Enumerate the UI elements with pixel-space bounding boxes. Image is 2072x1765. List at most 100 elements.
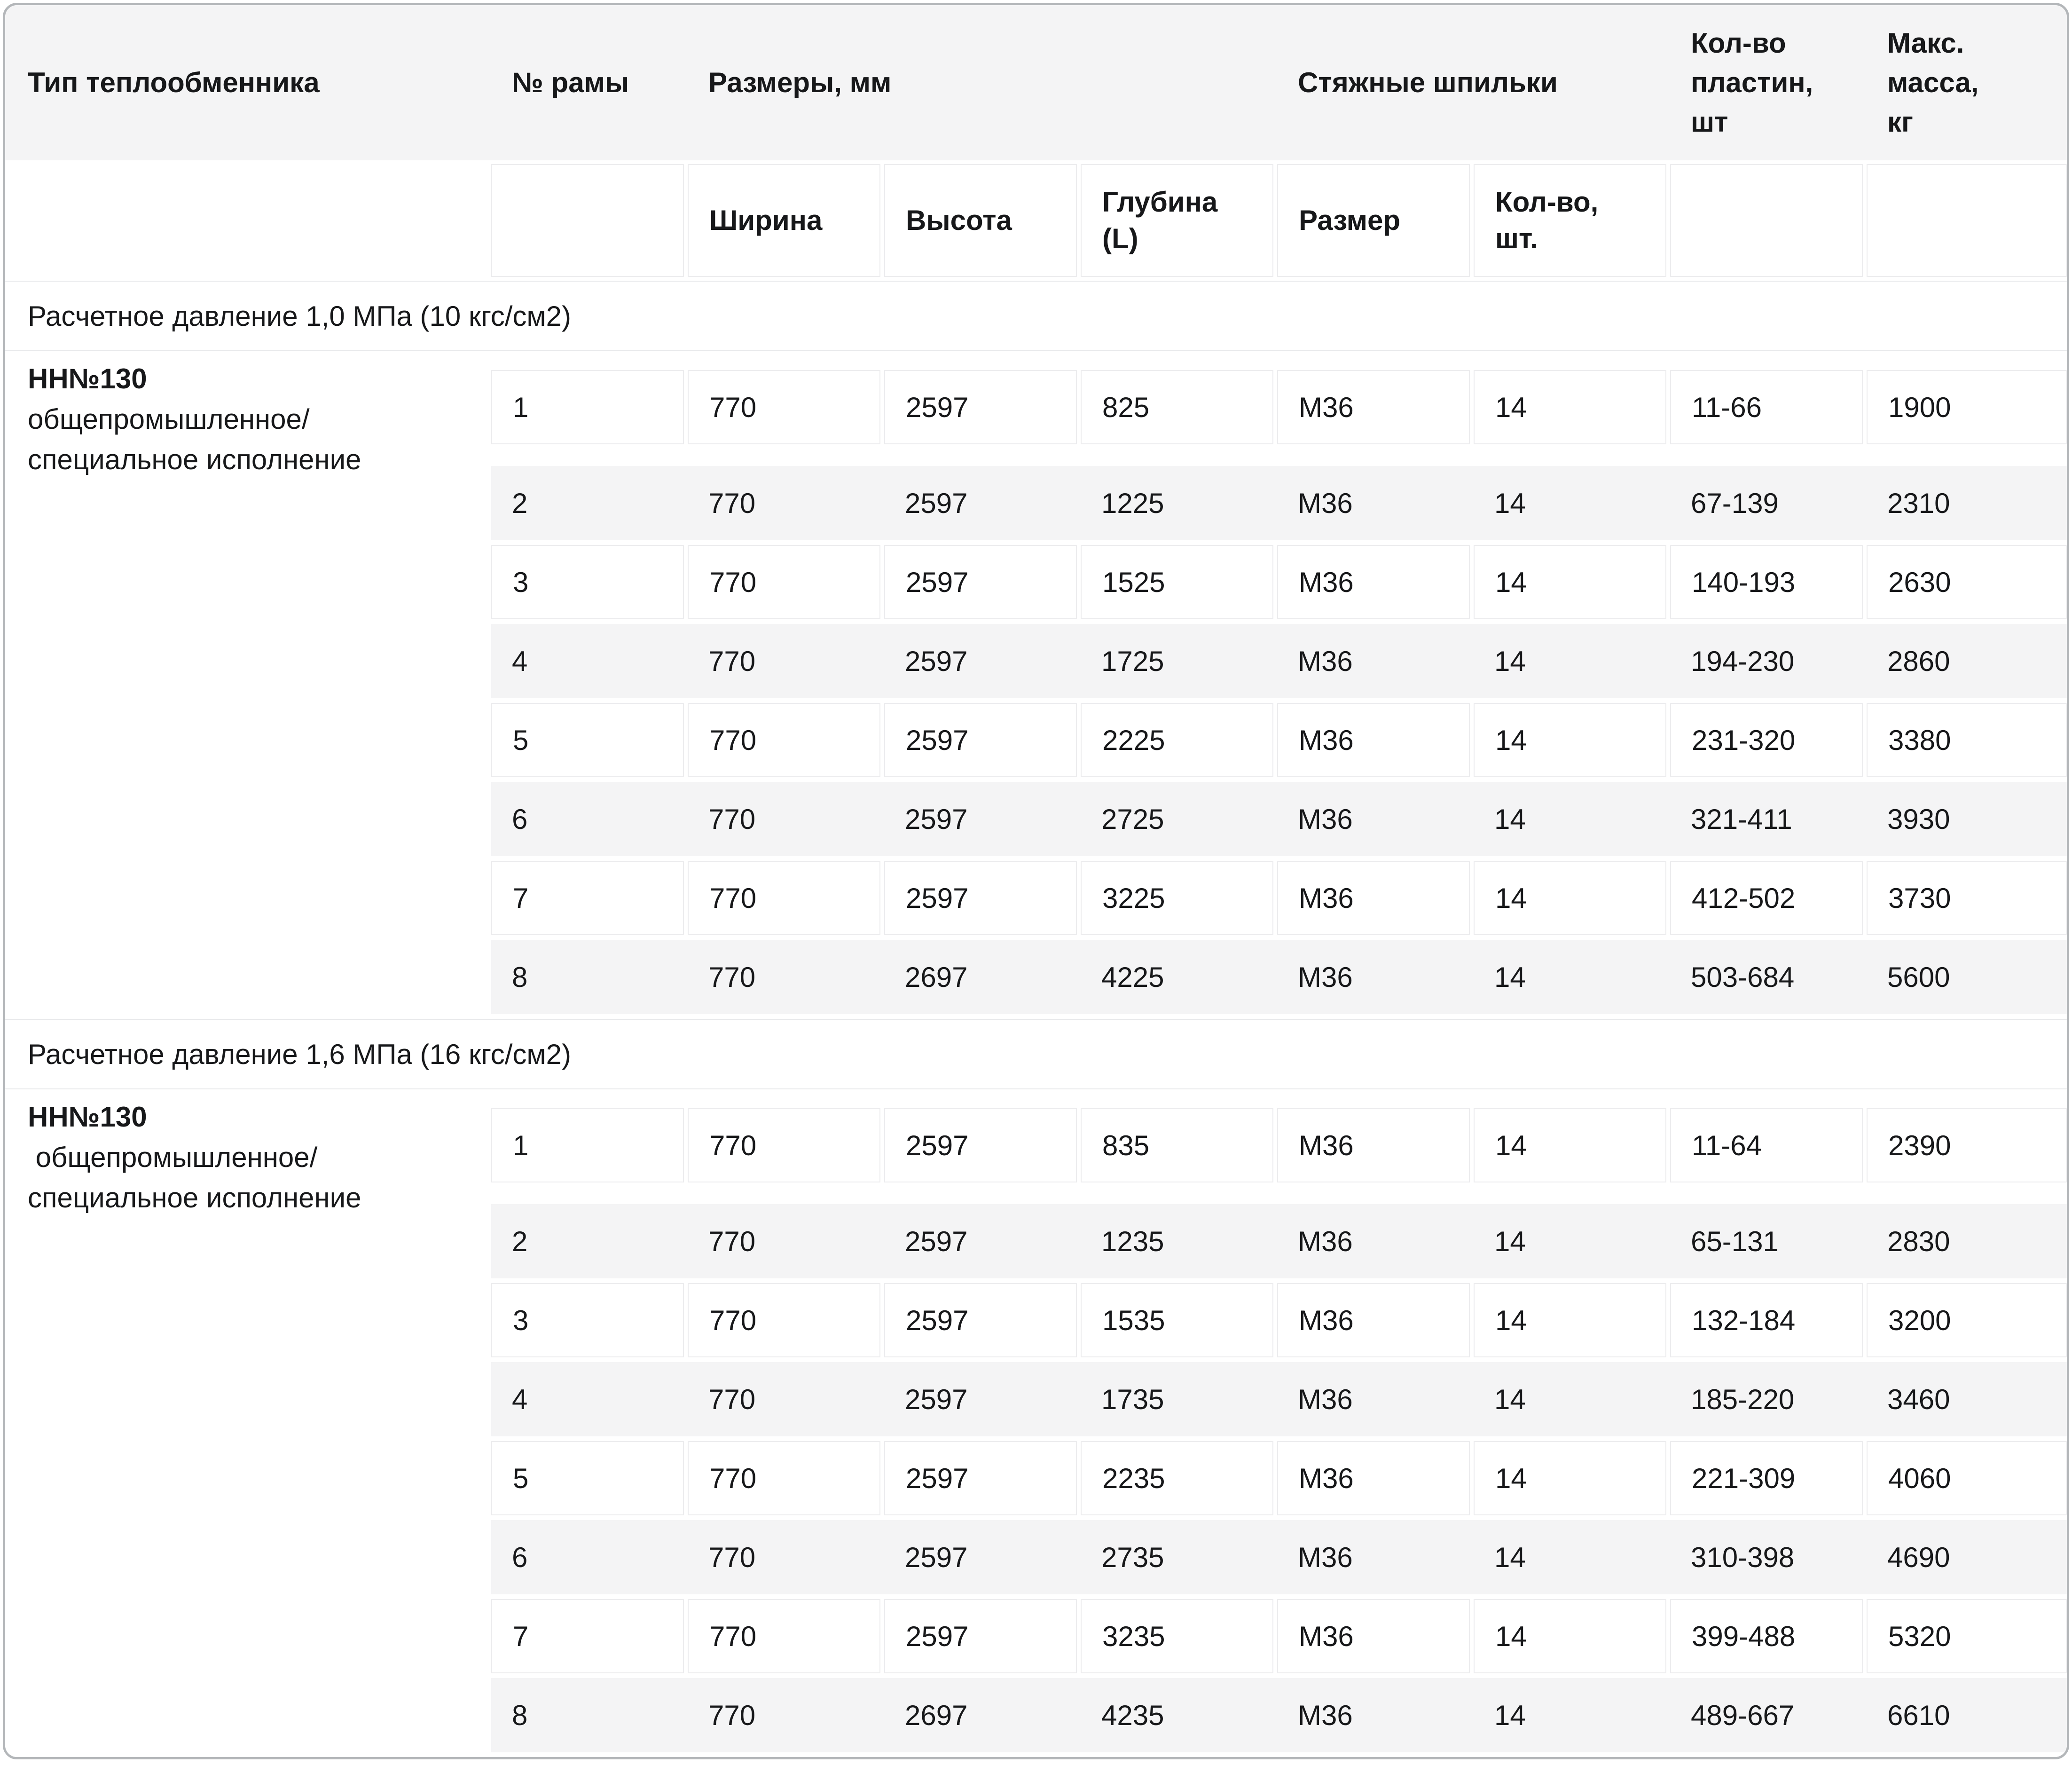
cell-plates-range: 185-220	[1691, 1383, 1795, 1415]
cell-depth: 2225	[1081, 703, 1273, 777]
subheader-type-spacer	[5, 164, 487, 277]
cell-frame-number: 3	[491, 1283, 684, 1357]
cell-stud-qty: 14	[1494, 487, 1526, 519]
page: { "colors":{ "header_bg":"#f4f4f5", "row…	[0, 3, 2072, 1765]
cell-frame-number: 5	[491, 1441, 684, 1515]
cell-stud-size: М36	[1298, 961, 1353, 993]
section-rows: 1 770 2597 835 М36 14 11-64 2390 2 770 2597 1235 М36…	[491, 1089, 2067, 1757]
cell-stud-qty: 14	[1494, 803, 1526, 835]
cell-stud-size: М36	[1277, 1441, 1470, 1515]
cell-height: 2697	[905, 961, 968, 993]
cell-frame-number: 4	[512, 645, 528, 677]
cell-plates-range: 489-667	[1691, 1699, 1795, 1731]
exchanger-type-description: общепромышленное/ специальное исполнение	[28, 1142, 361, 1213]
section-title-row: Расчетное давление 1,0 МПа (10 кгс/см2)	[5, 281, 2067, 351]
cell-stud-size: М36	[1298, 1541, 1353, 1573]
table-header-row-2: Ширина Высота Глубина (L) Размер Кол-во,…	[5, 160, 2067, 281]
cell-stud-size: М36	[1277, 370, 1470, 444]
table-row: 1 770 2597 835 М36 14 11-64 2390	[491, 1108, 2067, 1182]
cell-max-mass: 2830	[1887, 1225, 1950, 1257]
cell-height: 2597	[884, 370, 1077, 444]
cell-max-mass: 2630	[1867, 545, 2067, 619]
cell-plates-range: 140-193	[1670, 545, 1863, 619]
cell-frame-number: 1	[491, 370, 684, 444]
column-header-studs: Стяжные шпильки	[1298, 67, 1558, 98]
cell-width: 770	[708, 1699, 756, 1731]
cell-width: 770	[708, 1225, 756, 1257]
cell-stud-size: М36	[1277, 1283, 1470, 1357]
cell-height: 2597	[905, 1541, 968, 1573]
cell-depth: 2725	[1101, 803, 1164, 835]
table-row: 2 770 2597 1225 М36 14 67-139 2310	[491, 466, 2067, 540]
table-row: 3 770 2597 1525 М36 14 140-193 2630	[491, 545, 2067, 619]
cell-stud-size: М36	[1277, 1108, 1470, 1182]
cell-stud-size: М36	[1277, 703, 1470, 777]
cell-plates-range: 399-488	[1670, 1599, 1863, 1673]
exchanger-type-name: НН№130	[28, 363, 147, 394]
column-header-plates: Кол-во пластин, шт	[1691, 27, 1813, 138]
cell-width: 770	[708, 1383, 756, 1415]
table-row: 8 770 2697 4225 М36 14 503-684 5600	[491, 940, 2067, 1014]
subheader-height: Высота	[884, 164, 1077, 277]
column-header-frame: № рамы	[512, 67, 629, 98]
cell-width: 770	[688, 1283, 880, 1357]
cell-width: 770	[688, 370, 880, 444]
cell-depth: 4235	[1101, 1699, 1164, 1731]
cell-stud-size: М36	[1298, 1225, 1353, 1257]
cell-stud-size: М36	[1277, 1599, 1470, 1673]
cell-stud-qty: 14	[1474, 1108, 1666, 1182]
cell-frame-number: 6	[512, 1541, 528, 1573]
cell-height: 2597	[884, 861, 1077, 935]
cell-stud-qty: 14	[1474, 370, 1666, 444]
cell-height: 2597	[905, 645, 968, 677]
cell-stud-qty: 14	[1494, 961, 1526, 993]
cell-frame-number: 7	[491, 861, 684, 935]
cell-max-mass: 2390	[1867, 1108, 2067, 1182]
cell-depth: 4225	[1101, 961, 1164, 993]
table-row: 7 770 2597 3225 М36 14 412-502 3730	[491, 861, 2067, 935]
cell-width: 770	[688, 703, 880, 777]
cell-frame-number: 3	[491, 545, 684, 619]
cell-height: 2597	[905, 1383, 968, 1415]
cell-height: 2597	[884, 1283, 1077, 1357]
cell-max-mass: 2310	[1887, 487, 1950, 519]
cell-width: 770	[708, 645, 756, 677]
exchanger-type-description: общепромышленное/ специальное исполнение	[28, 403, 361, 475]
section-rows: 1 770 2597 825 М36 14 11-66 1900 2 770 2597 1225 М36…	[491, 351, 2067, 1019]
section-block: НН№130 общепромышленное/ специальное исп…	[5, 1089, 2067, 1757]
cell-plates-range: 503-684	[1691, 961, 1795, 993]
cell-stud-size: М36	[1298, 1383, 1353, 1415]
cell-stud-size: М36	[1277, 861, 1470, 935]
cell-depth: 2235	[1081, 1441, 1273, 1515]
subheader-qty: Кол-во, шт.	[1474, 164, 1666, 277]
cell-stud-qty: 14	[1494, 1541, 1526, 1573]
cell-depth: 3225	[1081, 861, 1273, 935]
cell-depth: 1235	[1101, 1225, 1164, 1257]
cell-stud-size: М36	[1298, 803, 1353, 835]
exchanger-type-cell: НН№130 общепромышленное/ специальное исп…	[5, 1089, 487, 1757]
cell-height: 2597	[884, 545, 1077, 619]
cell-width: 770	[688, 1441, 880, 1515]
cell-depth: 1225	[1101, 487, 1164, 519]
cell-max-mass: 6610	[1887, 1699, 1950, 1731]
cell-plates-range: 412-502	[1670, 861, 1863, 935]
cell-plates-range: 321-411	[1691, 803, 1792, 835]
cell-max-mass: 3380	[1867, 703, 2067, 777]
section-block: НН№130 общепромышленное/ специальное испо…	[5, 351, 2067, 1019]
cell-max-mass: 3460	[1887, 1383, 1950, 1415]
cell-depth: 3235	[1081, 1599, 1273, 1673]
table-header-row-1: Тип теплообменника № рамы Размеры, мм Ст…	[5, 5, 2067, 160]
cell-max-mass: 4060	[1867, 1441, 2067, 1515]
cell-frame-number: 2	[512, 487, 528, 519]
table-row: 6 770 2597 2735 М36 14 310-398 4690	[491, 1520, 2067, 1594]
cell-frame-number: 4	[512, 1383, 528, 1415]
cell-plates-range: 221-309	[1670, 1441, 1863, 1515]
cell-width: 770	[688, 1599, 880, 1673]
subheader-frame-spacer	[491, 164, 684, 277]
cell-width: 770	[708, 961, 756, 993]
cell-stud-qty: 14	[1474, 1441, 1666, 1515]
subheader-depth: Глубина (L)	[1081, 164, 1273, 277]
cell-width: 770	[708, 487, 756, 519]
cell-stud-size: М36	[1298, 1699, 1353, 1731]
table-row: 5 770 2597 2235 М36 14 221-309 4060	[491, 1441, 2067, 1515]
